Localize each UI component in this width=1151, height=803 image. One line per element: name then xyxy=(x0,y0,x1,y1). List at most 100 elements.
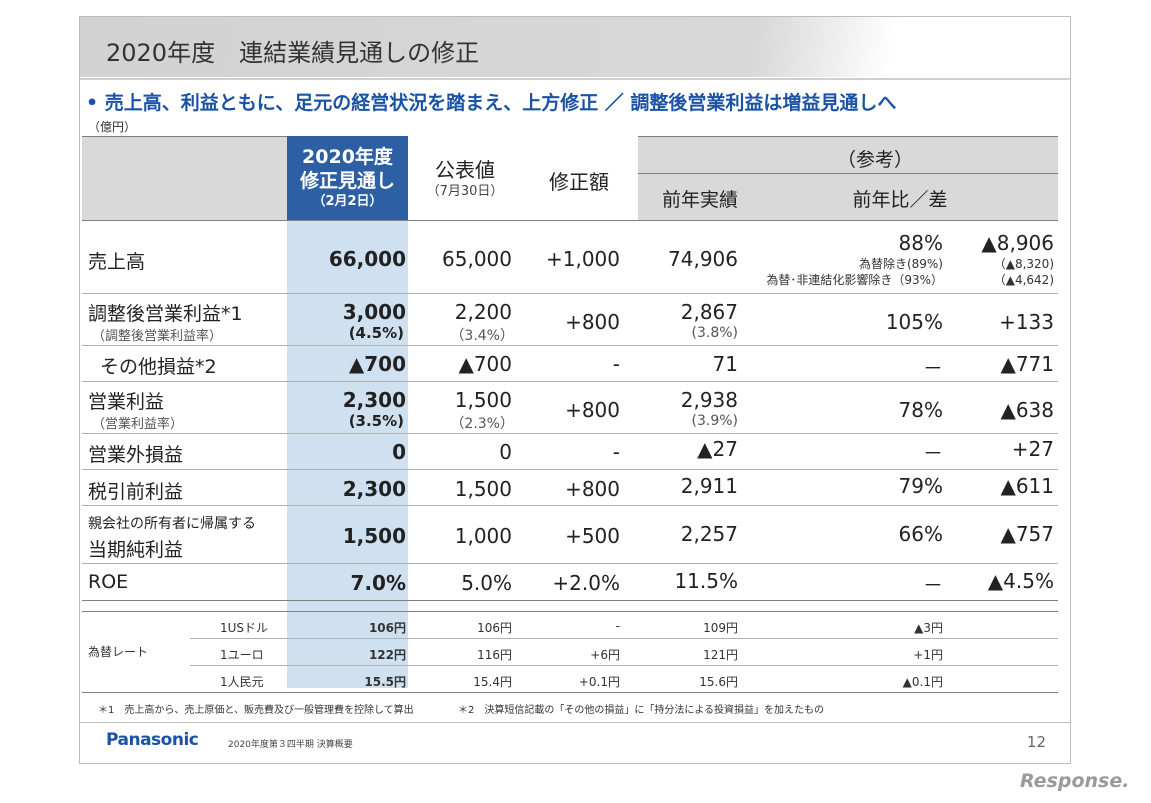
fx-usd-published: 106円 xyxy=(477,621,512,635)
forecast-header-year: 2020年度 xyxy=(302,146,393,168)
reference-header-divider xyxy=(638,173,1058,174)
adjusted-op-diff: +133 xyxy=(999,310,1054,334)
fx-currency-cny: 1人民元 xyxy=(220,675,264,689)
published-header: 公表値 xyxy=(435,158,495,182)
nonop-diff: +27 xyxy=(1011,437,1054,461)
row-divider xyxy=(82,345,1058,346)
other-prev: 71 xyxy=(712,352,738,376)
other-ratio: － xyxy=(923,356,943,380)
fx-cny-published: 15.4円 xyxy=(473,675,512,689)
published-header-date: （7月30日） xyxy=(426,184,504,199)
forecast-header-date: （2月2日） xyxy=(312,194,383,209)
other-forecast: ▲700 xyxy=(348,352,406,376)
fx-eur-forecast: 122円 xyxy=(368,648,406,662)
revision-header: 修正額 xyxy=(549,170,609,194)
footer-text: 2020年度第３四半期 決算概要 xyxy=(228,740,353,750)
header-bg-left xyxy=(82,136,287,220)
row-label-sales: 売上高 xyxy=(88,251,146,273)
adjusted-op-ratio: 105% xyxy=(885,310,943,334)
other-revision: - xyxy=(612,352,620,376)
forecast-header-label: 修正見通し xyxy=(299,170,395,192)
slide: 2020年度 連結業績見通しの修正 • 売上高、利益ともに、足元の経営状況を踏ま… xyxy=(79,16,1071,764)
fx-row-divider xyxy=(190,638,1058,639)
op-forecast: 2,300 xyxy=(342,388,406,412)
op-prev-margin: (3.9%) xyxy=(691,413,739,429)
roe-ratio: － xyxy=(923,573,943,597)
header-bg-reference xyxy=(638,136,1058,220)
op-published-margin: （2.3%） xyxy=(450,416,514,432)
net-ratio: 66% xyxy=(898,522,943,546)
fx-currency-usd: 1USドル xyxy=(220,621,269,635)
roe-published: 5.0% xyxy=(461,571,512,595)
nonop-forecast: 0 xyxy=(392,440,406,464)
row-divider xyxy=(638,136,1058,137)
row-label-adjusted-op: 調整後営業利益*1 xyxy=(88,303,243,325)
forecast-column-bg xyxy=(287,220,408,688)
op-diff: ▲638 xyxy=(1000,398,1054,422)
row-label-net: 当期純利益 xyxy=(88,539,184,561)
prev-actual-header: 前年実績 xyxy=(661,189,738,211)
title-divider xyxy=(80,78,1070,80)
fx-divider xyxy=(82,611,1058,612)
slide-title: 2020年度 連結業績見通しの修正 xyxy=(106,39,480,67)
adjusted-op-forecast: 3,000 xyxy=(342,300,406,324)
unit-label: （億円） xyxy=(88,120,137,134)
pretax-forecast: 2,300 xyxy=(342,477,406,501)
sales-diff-note-fx-deconsol: （▲4,642) xyxy=(993,273,1054,287)
nonop-revision: - xyxy=(612,440,620,464)
sales-forecast: 66,000 xyxy=(328,247,406,271)
row-label-op: 営業利益 xyxy=(88,391,165,413)
response-watermark: Response. xyxy=(1020,770,1130,792)
op-ratio: 78% xyxy=(898,398,943,422)
yoy-header: 前年比／差 xyxy=(852,189,948,211)
pretax-prev: 2,911 xyxy=(680,474,738,498)
fx-eur-prev: 121円 xyxy=(703,648,738,662)
sales-revision: +1,000 xyxy=(545,247,620,271)
net-diff: ▲757 xyxy=(1000,522,1054,546)
pretax-diff: ▲611 xyxy=(1000,474,1054,498)
op-forecast-margin: (3.5%) xyxy=(348,412,404,430)
pretax-published: 1,500 xyxy=(454,477,512,501)
fx-usd-revision: - xyxy=(615,619,620,633)
row-divider xyxy=(82,469,1058,470)
title-bar: 2020年度 連結業績見通しの修正 xyxy=(80,17,1070,77)
fx-usd-prev: 109円 xyxy=(703,621,738,635)
footnote-2: ＊2 決算短信記載の「その他の損益」に「持分法による投資損益」を加えたもの xyxy=(458,705,825,716)
sales-published: 65,000 xyxy=(442,247,512,271)
fx-cny-revision: +0.1円 xyxy=(578,675,620,689)
op-revision: +800 xyxy=(565,398,620,422)
fx-eur-revision: +6円 xyxy=(590,648,620,662)
fx-usd-forecast: 106円 xyxy=(368,621,406,635)
table-bottom xyxy=(82,692,1058,693)
row-divider xyxy=(82,220,1058,221)
sales-ratio-note-fx-deconsol: 為替･非連結化影響除き（93%） xyxy=(766,273,943,287)
adjusted-op-prev: 2,867 xyxy=(680,300,738,324)
sales-prev: 74,906 xyxy=(668,247,738,271)
row-label-pretax: 税引前利益 xyxy=(88,481,184,503)
sales-ratio-note-fx: 為替除き(89%) xyxy=(858,257,943,271)
fx-label: 為替レート xyxy=(88,645,149,659)
nonop-published: 0 xyxy=(499,440,512,464)
row-label-net-prefix: 親会社の所有者に帰属する xyxy=(88,516,256,532)
roe-forecast: 7.0% xyxy=(350,571,406,595)
forecast-header: 2020年度 修正見通し （2月2日） xyxy=(287,136,408,220)
page-number: 12 xyxy=(1026,733,1046,751)
fx-usd-diff: ▲3円 xyxy=(914,621,943,635)
net-prev: 2,257 xyxy=(680,522,738,546)
sales-ratio: 88% xyxy=(898,231,943,255)
footnote-1: ＊1 売上高から、売上原価と、販売費及び一般管理費を控除して算出 xyxy=(98,705,414,716)
fx-eur-published: 116円 xyxy=(477,648,512,662)
adjusted-op-published: 2,200 xyxy=(454,300,512,324)
pretax-ratio: 79% xyxy=(898,474,943,498)
row-sublabel-op: （営業利益率） xyxy=(92,417,184,432)
fx-cny-diff: ▲0.1円 xyxy=(902,675,943,689)
other-diff: ▲771 xyxy=(1000,352,1054,376)
fx-eur-diff: +1円 xyxy=(913,648,943,662)
op-published: 1,500 xyxy=(454,388,512,412)
reference-header: （参考） xyxy=(836,149,913,171)
fx-currency-eur: 1ユーロ xyxy=(220,648,264,662)
row-label-other: その他損益*2 xyxy=(100,356,217,378)
net-published: 1,000 xyxy=(454,524,512,548)
row-label-roe: ROE xyxy=(88,571,129,593)
nonop-prev: ▲27 xyxy=(697,437,738,461)
